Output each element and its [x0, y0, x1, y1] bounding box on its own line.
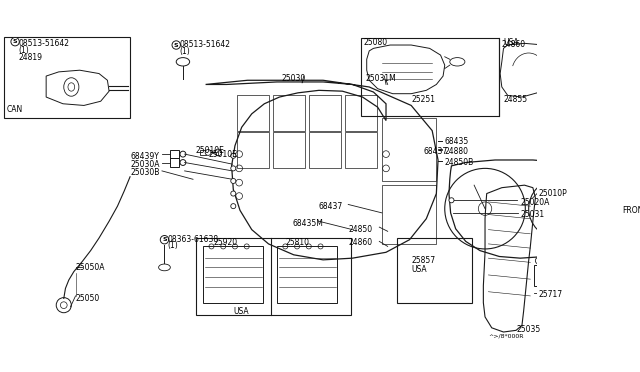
Text: 68439Y: 68439Y	[130, 152, 159, 161]
Text: 25857: 25857	[411, 256, 435, 266]
Text: USA: USA	[504, 38, 519, 47]
Text: (1): (1)	[168, 241, 179, 250]
Text: 24819: 24819	[19, 52, 42, 62]
Text: ^>/8*000R: ^>/8*000R	[488, 334, 524, 339]
Circle shape	[11, 38, 19, 46]
Text: USA: USA	[411, 265, 427, 274]
Text: 25010P: 25010P	[539, 189, 568, 198]
Bar	[361, 38, 499, 116]
Text: 25080: 25080	[364, 38, 387, 47]
Text: 25031M: 25031M	[365, 74, 396, 83]
Circle shape	[205, 150, 211, 155]
Text: 25030A: 25030A	[130, 160, 159, 169]
Text: 68435M: 68435M	[292, 219, 323, 228]
Text: 25810: 25810	[285, 238, 309, 247]
Text: 25010E: 25010E	[208, 150, 237, 159]
Text: 24860: 24860	[502, 40, 526, 49]
Text: 25251: 25251	[411, 94, 435, 103]
Bar	[273, 132, 305, 167]
Text: 25035: 25035	[516, 325, 540, 334]
Text: 68435: 68435	[445, 137, 469, 146]
Text: 68437: 68437	[319, 202, 343, 211]
Circle shape	[449, 198, 454, 203]
Text: 25717: 25717	[539, 290, 563, 299]
Text: 24855: 24855	[504, 95, 527, 105]
Text: 25050: 25050	[76, 294, 100, 303]
Text: 08513-51642: 08513-51642	[19, 39, 70, 48]
Text: 25030B: 25030B	[130, 169, 159, 177]
Text: (1): (1)	[19, 46, 29, 55]
Text: 68437: 68437	[424, 147, 448, 156]
Bar	[170, 150, 179, 158]
Bar	[345, 132, 377, 167]
Text: 24850B: 24850B	[445, 158, 474, 167]
Text: FRONT: FRONT	[623, 206, 640, 215]
Text: 08363-61638: 08363-61638	[168, 235, 219, 244]
Text: 25050A: 25050A	[76, 263, 105, 272]
Text: (1): (1)	[180, 47, 190, 56]
Bar	[273, 95, 305, 131]
Bar	[237, 95, 269, 131]
Bar	[309, 95, 340, 131]
Bar	[237, 132, 269, 167]
Text: S: S	[162, 237, 167, 242]
Circle shape	[231, 153, 236, 158]
Text: 24880: 24880	[445, 147, 468, 156]
Bar	[345, 95, 377, 131]
Bar	[397, 238, 472, 304]
Circle shape	[231, 203, 236, 209]
Text: 25920: 25920	[214, 238, 238, 247]
Bar	[309, 132, 340, 167]
Bar	[200, 150, 207, 155]
Text: 25020A: 25020A	[520, 198, 550, 207]
Circle shape	[172, 41, 180, 49]
Text: 08513-51642: 08513-51642	[180, 40, 230, 49]
Text: CAN: CAN	[6, 105, 23, 115]
Bar	[196, 238, 351, 315]
Bar	[203, 246, 264, 304]
Bar	[277, 246, 337, 304]
Bar	[170, 158, 179, 167]
Text: 24850: 24850	[348, 225, 372, 234]
Bar	[534, 265, 544, 286]
Text: S: S	[174, 42, 179, 48]
Text: 25030: 25030	[281, 74, 305, 83]
Circle shape	[160, 235, 169, 244]
Bar	[4, 36, 130, 118]
Text: USA: USA	[234, 307, 249, 316]
Text: 25031: 25031	[520, 210, 545, 219]
Circle shape	[231, 191, 236, 196]
Text: 24860: 24860	[348, 238, 372, 247]
Text: S: S	[13, 39, 17, 44]
Circle shape	[231, 179, 236, 183]
Circle shape	[231, 166, 236, 171]
Text: 25010E: 25010E	[196, 146, 225, 155]
